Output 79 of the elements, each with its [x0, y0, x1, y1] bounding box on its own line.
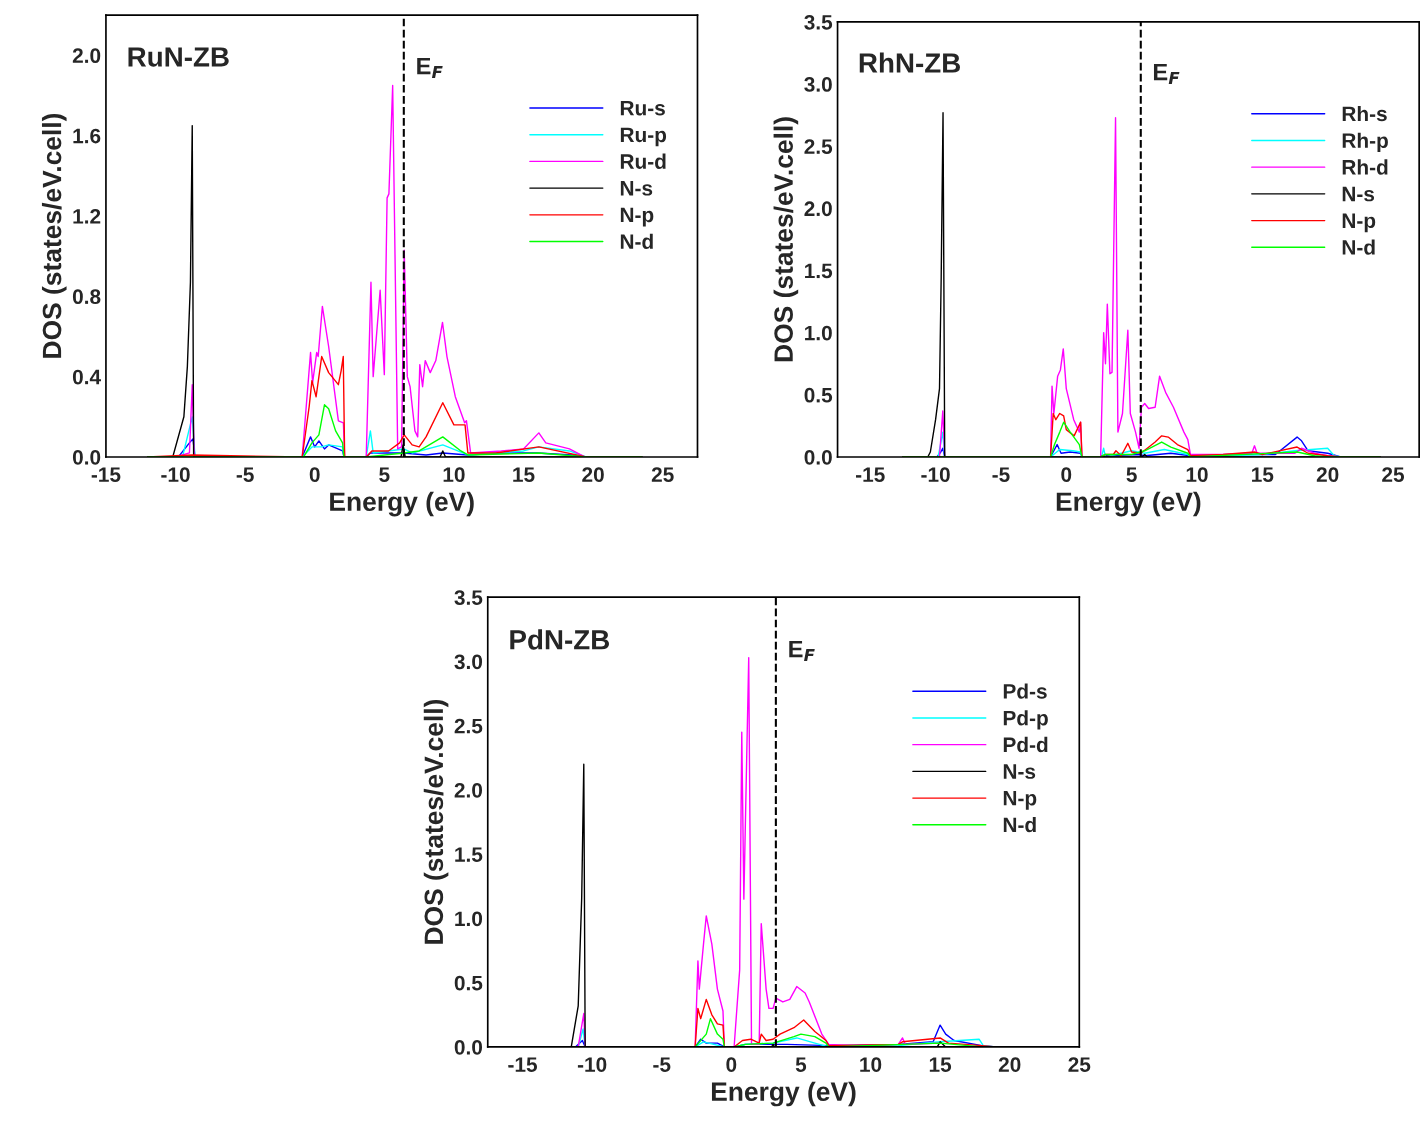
- legend-label: N-s: [620, 181, 653, 196]
- x-axis-title: Energy (eV): [711, 1081, 856, 1107]
- x-tick-label: -10: [577, 1057, 607, 1072]
- ref-line-label: E$_{F}$: [1153, 63, 1180, 85]
- x-tick-label: -5: [653, 1057, 671, 1072]
- y-tick-label: 0.0: [72, 449, 101, 465]
- x-tick-label: 0: [726, 1057, 737, 1072]
- legend-label: N-s: [1342, 186, 1375, 202]
- x-axis-title: Energy (eV): [330, 491, 474, 517]
- legend-label: Ru-p: [620, 127, 667, 147]
- x-tick-label: 25: [651, 467, 674, 482]
- x-tick-label: 25: [1068, 1057, 1091, 1072]
- legend-label: N-p: [620, 207, 654, 227]
- text: PdN-ZB: [510, 629, 610, 650]
- x-tick-label: -10: [921, 467, 950, 482]
- x-tick-label: 20: [582, 467, 604, 482]
- ref-line-label: E$_{F}$: [789, 640, 815, 662]
- x-tick-label: -15: [855, 467, 885, 482]
- ref-line-label: E$_{F}$: [417, 57, 443, 79]
- y-axis-title: DOS (states/eV.cell): [41, 113, 67, 358]
- x-tick-label: 20: [1316, 467, 1339, 482]
- y-tick-label: 0.5: [804, 387, 833, 403]
- x-tick-label: 10: [1186, 467, 1208, 482]
- y-tick-label: 0.5: [454, 975, 483, 991]
- y-tick-label: 2.5: [454, 718, 483, 734]
- x-tick-label: 10: [860, 1057, 882, 1072]
- y-tick-label: 1.2: [73, 208, 101, 224]
- y-tick-label: 2.0: [454, 782, 483, 798]
- legend-label: Pd-p: [1003, 710, 1048, 730]
- legend-label: Rh-p: [1342, 132, 1388, 153]
- legend-label: Pd-d: [1003, 736, 1048, 753]
- x-tick-label: 5: [795, 1057, 807, 1072]
- legend-label: N-s: [1003, 764, 1036, 779]
- y-tick-label: 1.0: [805, 325, 832, 341]
- y-axis-title: DOS (states/eV.cell): [773, 117, 799, 362]
- legend-label: N-d: [620, 233, 653, 250]
- x-tick-label: 25: [1382, 467, 1405, 482]
- y-tick-label: 3.5: [454, 590, 483, 605]
- x-tick-label: 0: [309, 467, 320, 482]
- x-tick-label: 15: [929, 1057, 952, 1072]
- x-tick-label: -15: [508, 1057, 538, 1072]
- legend-label: Rh-d: [1342, 159, 1388, 175]
- y-tick-label: 2.0: [72, 48, 101, 64]
- x-tick-label: 20: [998, 1057, 1021, 1072]
- y-tick-label: 0.0: [804, 449, 832, 465]
- x-tick-label: -5: [236, 467, 254, 482]
- legend-label: N-p: [1003, 791, 1037, 810]
- legend-label: Pd-s: [1003, 683, 1047, 699]
- y-tick-label: 0.0: [454, 1039, 483, 1055]
- x-tick-label: -10: [161, 467, 190, 482]
- legend-label: Rh-s: [1342, 105, 1387, 122]
- x-tick-label: 5: [1126, 467, 1137, 482]
- y-tick-label: 1.0: [455, 911, 483, 927]
- legend-label: N-d: [1003, 816, 1036, 833]
- y-tick-label: 1.5: [805, 263, 833, 279]
- x-tick-label: 5: [379, 467, 390, 482]
- x-tick-label: -5: [992, 467, 1010, 482]
- x-tick-label: -15: [91, 467, 121, 482]
- y-tick-label: 0.4: [72, 369, 101, 385]
- y-tick-label: 2.5: [804, 139, 833, 154]
- y-tick-label: 3.0: [454, 654, 483, 670]
- x-tick-label: 10: [443, 467, 465, 482]
- legend-label: Ru-s: [620, 100, 665, 116]
- y-tick-label: 1.6: [73, 128, 101, 144]
- y-tick-label: 3.0: [804, 77, 832, 92]
- x-tick-label: 15: [513, 467, 535, 482]
- legend-label: N-p: [1342, 213, 1376, 233]
- legend-label: Ru-d: [620, 153, 666, 169]
- y-axis-title: DOS (states/eV.cell): [423, 699, 449, 944]
- text: RhN-ZB: [859, 52, 961, 73]
- y-tick-label: 1.5: [455, 847, 483, 862]
- y-tick-label: 3.5: [804, 14, 833, 30]
- y-tick-label: 2.0: [804, 201, 832, 217]
- y-tick-label: 0.8: [72, 289, 101, 305]
- text: RuN-ZB: [128, 47, 229, 67]
- x-axis-title: Energy (eV): [1056, 491, 1201, 517]
- x-tick-label: 0: [1061, 467, 1072, 482]
- x-tick-label: 15: [1252, 467, 1274, 482]
- legend-label: N-d: [1342, 239, 1375, 255]
